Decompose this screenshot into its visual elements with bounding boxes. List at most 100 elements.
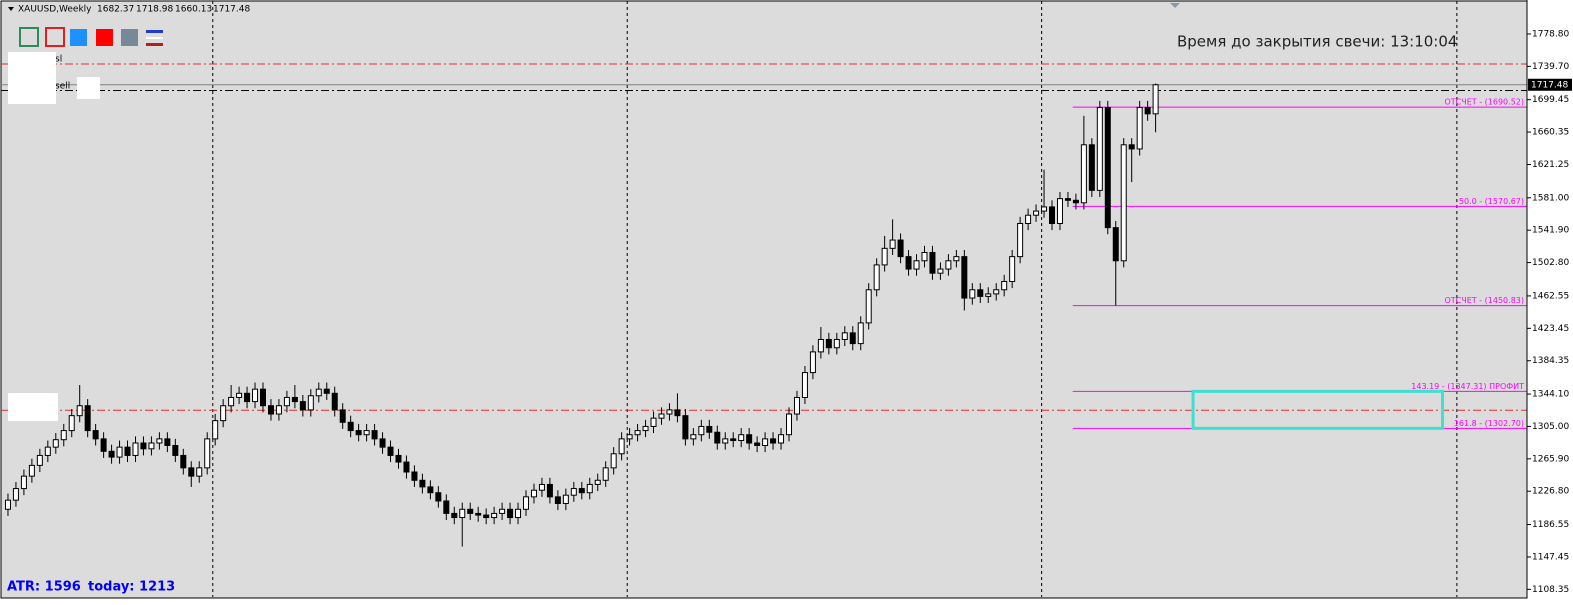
candle-body	[411, 471, 418, 481]
candle-body	[778, 434, 785, 444]
candle-body	[1136, 107, 1143, 150]
candle-body	[387, 446, 394, 456]
candle-body	[283, 396, 290, 407]
candle-body	[690, 434, 697, 440]
candle-body	[419, 479, 426, 488]
y-tick-label: 1581.00	[1532, 193, 1569, 203]
price-tag-label: 1717.48	[1531, 80, 1568, 90]
candle-body	[626, 434, 633, 440]
candle-body	[602, 467, 609, 481]
line-icon	[146, 37, 163, 39]
candle-body	[937, 268, 944, 274]
line-icon	[146, 30, 163, 33]
candle-body	[204, 438, 211, 469]
line-icon	[146, 43, 163, 46]
candle-body	[722, 438, 729, 444]
candle-body	[12, 488, 19, 501]
candle-body	[825, 338, 832, 349]
atr-value: ATR: 1596	[7, 580, 81, 595]
candle-body	[905, 256, 912, 270]
y-tick-label: 1660.35	[1532, 128, 1569, 138]
button-red[interactable]	[96, 29, 113, 46]
candle-body	[1056, 198, 1063, 224]
candle-body	[865, 289, 872, 324]
candle-body	[817, 338, 824, 353]
candle-body	[1144, 107, 1151, 115]
candle-body	[921, 251, 928, 262]
candle-body	[379, 438, 386, 448]
candle-body	[1120, 144, 1127, 262]
button-blue[interactable]	[70, 29, 87, 46]
header-close: 1717.48	[213, 5, 250, 15]
candle-body	[459, 508, 466, 519]
candle-body	[20, 475, 27, 490]
candle-body	[841, 332, 848, 340]
candle-body	[873, 264, 880, 291]
button-lines[interactable]	[146, 30, 163, 46]
fib-label: ОТСЧЕТ - (1450.83)	[1445, 296, 1525, 305]
candle-body	[658, 413, 665, 419]
candle-body	[1049, 206, 1056, 224]
y-tick-label: 1186.55	[1532, 520, 1569, 530]
candle-body	[427, 486, 434, 494]
header-high: 1718.98	[136, 5, 173, 15]
candle-body	[993, 289, 1000, 295]
mask	[8, 393, 58, 421]
button-green-box[interactable]	[19, 27, 39, 47]
candle-body	[1128, 144, 1135, 150]
target-zone	[1191, 389, 1445, 430]
button-red-box[interactable]	[45, 27, 65, 47]
candle-body	[634, 430, 641, 436]
candle-body	[116, 446, 123, 458]
candle-body	[236, 392, 243, 398]
menu-arrow[interactable]	[8, 7, 14, 11]
candle-body	[339, 409, 346, 423]
candle-body	[1080, 144, 1087, 204]
candle-body	[52, 439, 59, 448]
candle-body	[347, 421, 354, 432]
candle-body	[770, 438, 777, 444]
candle-body	[809, 351, 816, 374]
candle-body	[857, 322, 864, 345]
candle-body	[363, 430, 370, 436]
candle-body	[530, 489, 537, 498]
y-tick-label: 1147.45	[1532, 552, 1569, 562]
candle-body	[666, 409, 673, 415]
candle-body	[267, 405, 274, 415]
candle-body	[307, 395, 314, 411]
candle-body	[467, 508, 474, 514]
symbol-title: XAUUSD,Weekly	[18, 5, 92, 15]
candle-body	[4, 499, 11, 510]
candle-body	[515, 508, 522, 519]
candle-body	[945, 260, 952, 270]
candle-body	[618, 438, 625, 455]
candle-body	[786, 413, 793, 436]
fib-label: ОТСЧЕТ - (1690.52)	[1445, 98, 1525, 107]
candle-body	[523, 496, 530, 510]
y-tick-label: 1502.80	[1532, 258, 1569, 268]
candle-body	[650, 417, 657, 427]
candle-body	[985, 293, 992, 297]
y-tick-label: 1621.25	[1532, 160, 1569, 170]
candle-body	[833, 338, 840, 349]
candle-body	[76, 405, 83, 417]
y-tick-label: 1344.10	[1532, 390, 1569, 400]
candle-body	[538, 483, 545, 491]
candle-body	[1152, 84, 1159, 115]
fib-label: 50.0 - (1570.67)	[1459, 197, 1524, 206]
candle-body	[220, 405, 227, 422]
candle-body	[1112, 227, 1119, 262]
candle-body	[92, 430, 99, 440]
candle-body	[44, 446, 51, 456]
candle-body	[84, 405, 91, 432]
candle-body	[228, 396, 235, 407]
candle-body	[148, 442, 155, 450]
button-gray[interactable]	[121, 29, 138, 46]
mask	[77, 77, 100, 99]
candle-body	[849, 332, 856, 345]
candle-body	[1064, 198, 1071, 201]
candle-body	[499, 508, 506, 514]
candle-body	[132, 442, 139, 456]
